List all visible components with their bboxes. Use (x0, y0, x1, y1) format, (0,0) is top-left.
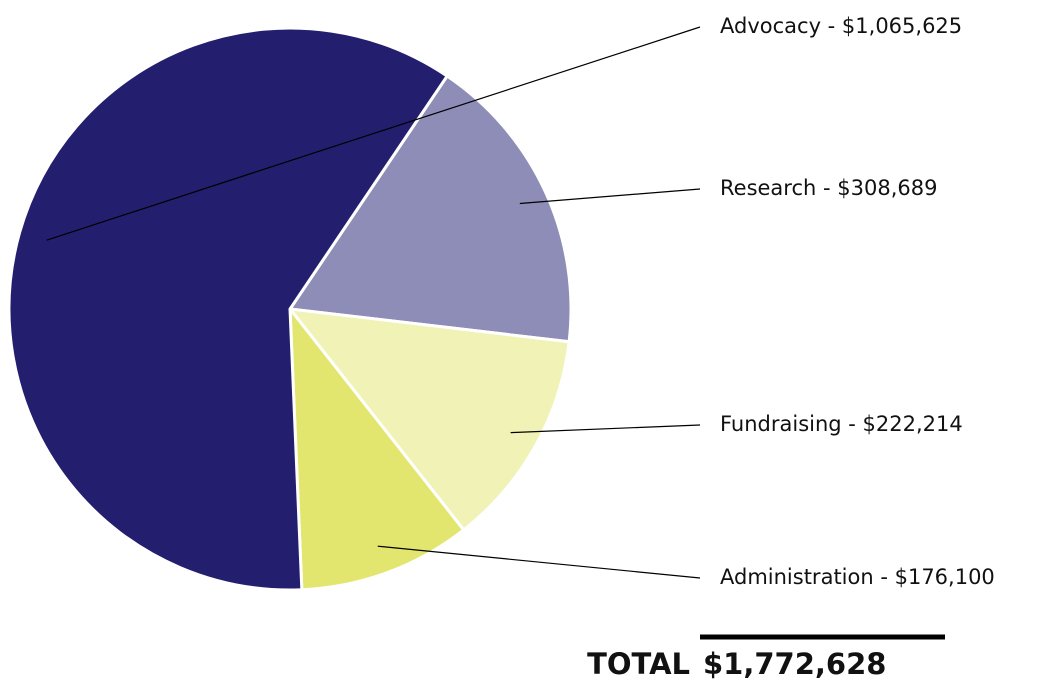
slice-label: Administration - $176,100 (720, 565, 995, 589)
leader-line (377, 545, 701, 579)
total-label: TOTAL (587, 647, 690, 681)
slice-label: Advocacy - $1,065,625 (720, 14, 962, 38)
pie-slice (7, 26, 450, 592)
pie-slice (287, 73, 573, 344)
slice-label: Research - $308,689 (720, 176, 937, 200)
leader-line (510, 424, 701, 434)
pie-slice (286, 307, 571, 532)
slice-label: Fundraising - $222,214 (720, 412, 963, 436)
pie-slice (288, 304, 466, 592)
total-value: $1,772,628 (703, 647, 886, 681)
pie: Research - $308,689 Fundraising - $222,21… (7, 14, 995, 592)
leader-line (46, 26, 701, 241)
leader-line (519, 188, 701, 205)
